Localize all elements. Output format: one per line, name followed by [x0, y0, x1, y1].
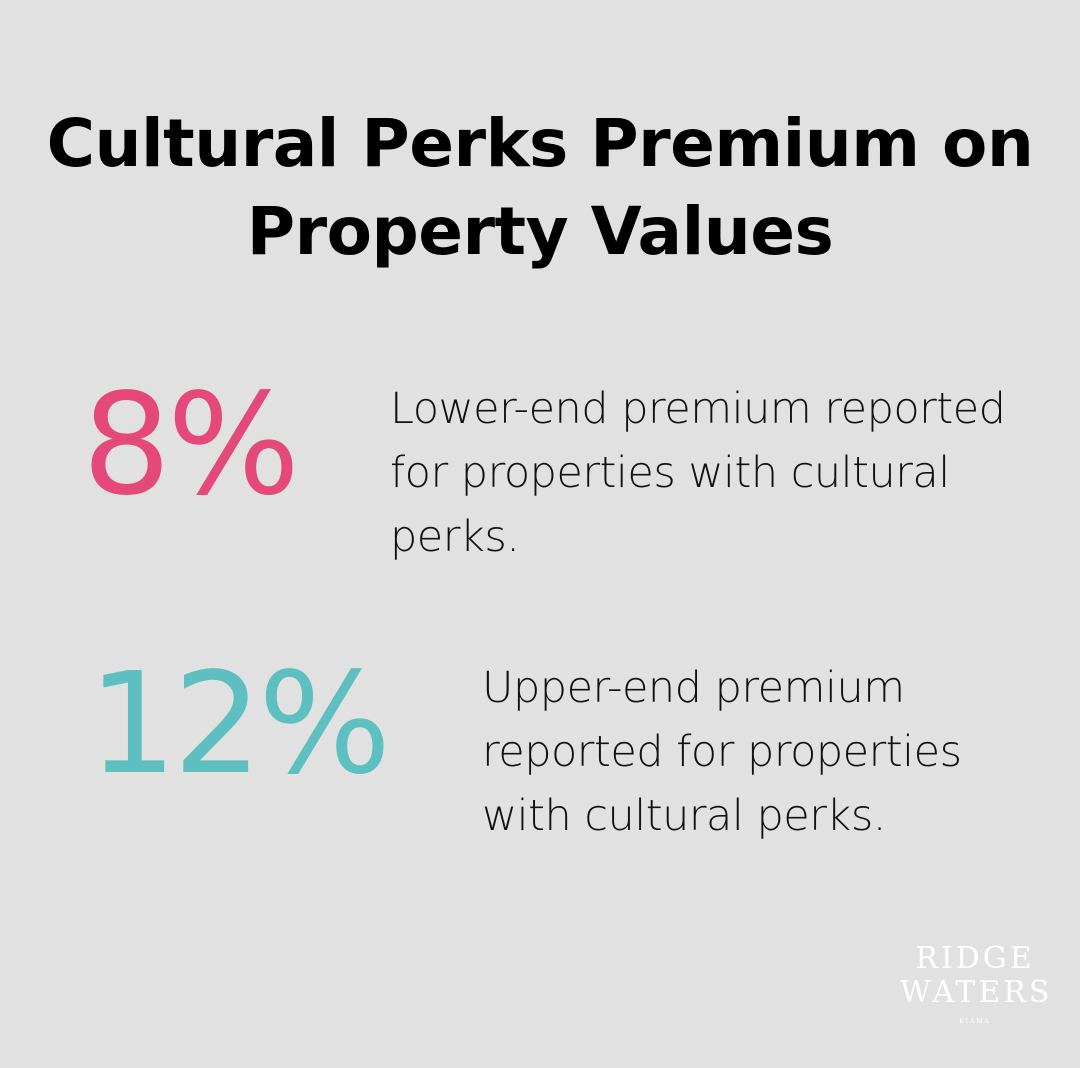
brand-logo: RIDGE WATERS KIAMA — [900, 941, 1053, 1026]
stat-description-high: Upper-end premium reported for propertie… — [482, 663, 962, 841]
stat-value-low: 8% — [82, 364, 300, 527]
stat-value-high: 12% — [88, 643, 391, 806]
logo-line-1: RIDGE — [915, 941, 1035, 976]
page-title: Cultural Perks Premium on Property Value… — [46, 105, 1034, 270]
logo-line-3: KIAMA — [959, 1018, 991, 1025]
stat-description-low: Lower-end premium reported for propertie… — [390, 384, 1006, 562]
logo-line-2: WATERS — [900, 975, 1053, 1010]
